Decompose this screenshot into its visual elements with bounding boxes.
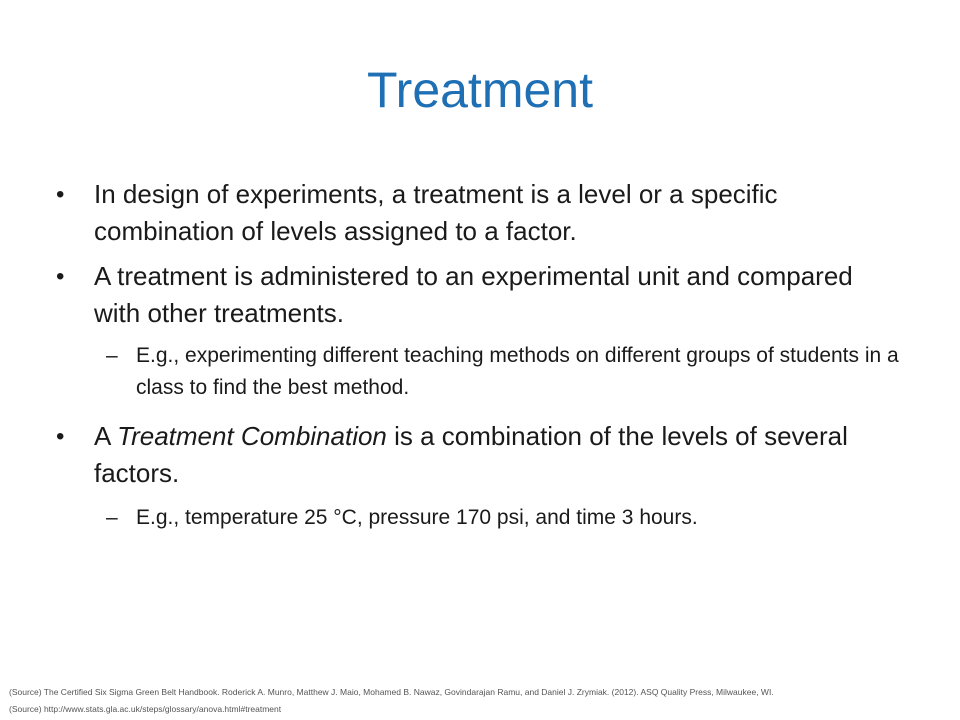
sub-bullet-dash-icon: – <box>106 506 118 529</box>
bullet-text-suffix: is a combination of the levels of severa… <box>94 421 848 488</box>
sub-bullet-text: E.g., temperature 25 °C, pressure 170 ps… <box>136 506 698 529</box>
sub-bullet-item: – E.g., experimenting different teaching… <box>56 340 906 404</box>
source-citation-url: (Source) http://www.stats.gla.ac.uk/step… <box>9 704 282 714</box>
bullet-dot-icon: • <box>56 423 65 450</box>
sub-bullet-dash-icon: – <box>106 344 118 367</box>
bullet-dot-icon: • <box>56 263 65 290</box>
bullet-dot-icon: • <box>56 181 65 208</box>
bullet-emphasis: Treatment Combination <box>117 421 387 451</box>
bullet-text: A treatment is administered to an experi… <box>94 261 853 328</box>
sub-bullet-text: E.g., experimenting different teaching m… <box>136 344 899 399</box>
slide-title: Treatment <box>366 62 593 118</box>
bullet-item: • A Treatment Combination is a combinati… <box>56 418 906 492</box>
bullet-text-prefix: A <box>94 421 118 451</box>
slide-body: • In design of experiments, a treatment … <box>56 176 906 546</box>
bullet-item: • In design of experiments, a treatment … <box>56 176 906 250</box>
sub-bullet-item: – E.g., temperature 25 °C, pressure 170 … <box>56 502 906 534</box>
bullet-item: • A treatment is administered to an expe… <box>56 258 906 332</box>
source-citation: (Source) The Certified Six Sigma Green B… <box>9 687 774 697</box>
bullet-text: In design of experiments, a treatment is… <box>94 179 778 246</box>
